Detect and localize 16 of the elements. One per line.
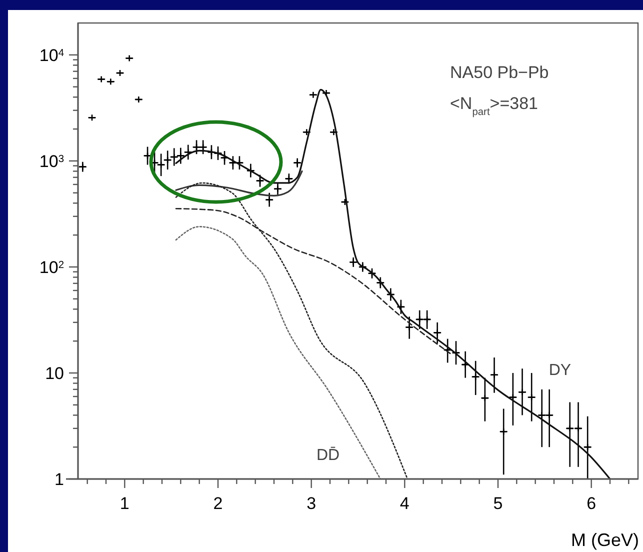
x-axis-title: M (GeV)	[570, 530, 639, 550]
y-tick-label: 10$^{3}$	[39, 152, 64, 171]
annotation: DY	[548, 362, 572, 379]
x-tick-label: 1	[120, 494, 130, 513]
y-tick-label: 10	[45, 364, 64, 383]
x-tick-label: 3	[306, 494, 316, 513]
y-tick-label: 10$^{2}$	[39, 258, 64, 277]
y-tick-label: 1	[54, 470, 64, 489]
y-tick-label: 10$^{4}$	[39, 46, 64, 65]
x-tick-label: 5	[493, 494, 503, 513]
annotation: DD̄	[316, 446, 340, 464]
x-tick-label: 6	[586, 494, 596, 513]
x-tick-label: 2	[213, 494, 223, 513]
annotation: NA50 Pb−Pb	[450, 63, 549, 82]
annotation: <N$_{part}$>=381	[450, 94, 538, 118]
x-tick-label: 4	[400, 494, 410, 513]
